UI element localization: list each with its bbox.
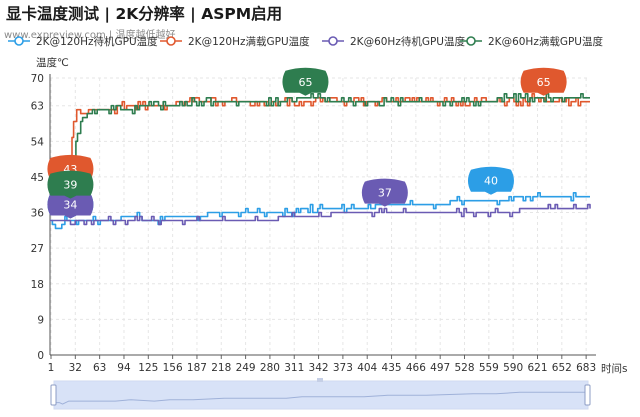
pin-shape (361, 178, 408, 207)
x-tick-label: 156 (163, 362, 183, 374)
legend[interactable]: 2K@120Hz待机GPU温度 2K@120Hz满载GPU温度 2K@60Hz待机G… (8, 35, 603, 48)
y-tick-label: 27 (31, 243, 44, 255)
series-line-4 (50, 93, 590, 206)
legend-marker-icon (166, 36, 176, 46)
watermark: www.expreview.com | 温度越低越好 (4, 30, 176, 41)
x-tick-label: 497 (430, 362, 450, 374)
legend-label: 2K@60Hz满载GPU温度 (488, 35, 603, 48)
x-tick-label: 621 (527, 362, 547, 374)
axes: 0 9 18 27 36 45 54 63 70 1 32 63 94 125 156 187 218 249 28… (31, 56, 628, 375)
pin-shape (520, 67, 567, 96)
x-tick-label: 559 (479, 362, 499, 374)
pin-label: 37 (378, 187, 392, 200)
max-min-pin: 37 (361, 178, 408, 207)
x-tick-label: 466 (406, 362, 426, 374)
max-min-pin: 34 (47, 190, 94, 219)
x-tick-label: 342 (309, 362, 329, 374)
pin-shape (47, 170, 94, 199)
legend-item-3[interactable]: 2K@60Hz待机GPU温度 (322, 35, 465, 48)
y-tick-label: 63 (31, 101, 44, 113)
pin-label: 65 (298, 76, 312, 89)
series-line-3 (50, 203, 591, 226)
x-tick-label: 373 (333, 362, 353, 374)
slider-selection (54, 381, 588, 409)
y-tick-label: 70 (31, 73, 44, 85)
zoom-slider[interactable] (50, 378, 591, 410)
legend-item-2[interactable]: 2K@120Hz满载GPU温度 (160, 35, 310, 48)
x-tick-label: 311 (284, 362, 304, 374)
x-tick-label: 404 (357, 362, 377, 374)
max-min-pin: 40 (467, 166, 514, 195)
max-min-pin: 65 (282, 67, 329, 96)
pin-label: 39 (63, 179, 77, 192)
x-tick-label: 683 (576, 362, 596, 374)
max-min-pin: 39 (47, 170, 94, 199)
slider-handle-right[interactable] (584, 384, 591, 406)
pin-shape (47, 190, 94, 219)
y-tick-label: 54 (31, 136, 45, 148)
x-tick-label: 187 (187, 362, 207, 374)
pin-shape (282, 67, 329, 96)
pin-label: 65 (537, 76, 551, 89)
slider-preview-line (53, 391, 588, 405)
x-tick-label: 435 (382, 362, 402, 374)
x-tick-label: 280 (260, 362, 280, 374)
y-tick-label: 36 (31, 208, 45, 220)
x-tick-label: 63 (93, 362, 106, 374)
pin-label: 34 (63, 198, 77, 211)
legend-label: 2K@120Hz待机GPU温度 (36, 35, 158, 48)
legend-item-4[interactable]: 2K@60Hz满载GPU温度 (460, 35, 603, 48)
series-layer (50, 93, 591, 230)
pin-shape (467, 166, 514, 195)
legend-label: 2K@120Hz满载GPU温度 (188, 35, 310, 48)
x-tick-label: 94 (117, 362, 131, 374)
slider-handle-left[interactable] (50, 384, 57, 406)
markers: 3440436534373965 (47, 67, 567, 219)
y-axis-label: 温度℃ (36, 56, 69, 69)
legend-marker-icon (328, 36, 338, 46)
x-axis-label: 时间s (601, 362, 627, 375)
y-tick-label: 0 (37, 350, 44, 362)
x-tick-label: 32 (69, 362, 82, 374)
x-tick-label: 125 (138, 362, 158, 374)
chart-title: 显卡温度测试 | 2K分辨率 | ASPM启用 (6, 5, 283, 23)
y-tick-label: 45 (31, 172, 44, 184)
y-tick-label: 9 (37, 314, 44, 326)
legend-marker-icon (466, 36, 476, 46)
pin-label: 40 (484, 175, 498, 188)
slider-move-handle[interactable] (317, 378, 323, 382)
x-tick-label: 218 (211, 362, 231, 374)
legend-label: 2K@60Hz待机GPU温度 (350, 35, 465, 48)
legend-marker-icon (14, 36, 24, 46)
x-tick-label: 590 (503, 362, 523, 374)
series-line-1 (50, 192, 590, 230)
y-tick-label: 18 (31, 279, 44, 291)
max-min-pin: 65 (520, 67, 567, 96)
x-tick-label: 249 (236, 362, 256, 374)
x-tick-label: 1 (48, 362, 55, 374)
legend-item-1[interactable]: 2K@120Hz待机GPU温度 (8, 35, 158, 48)
x-tick-label: 528 (454, 362, 474, 374)
x-tick-label: 652 (552, 362, 572, 374)
